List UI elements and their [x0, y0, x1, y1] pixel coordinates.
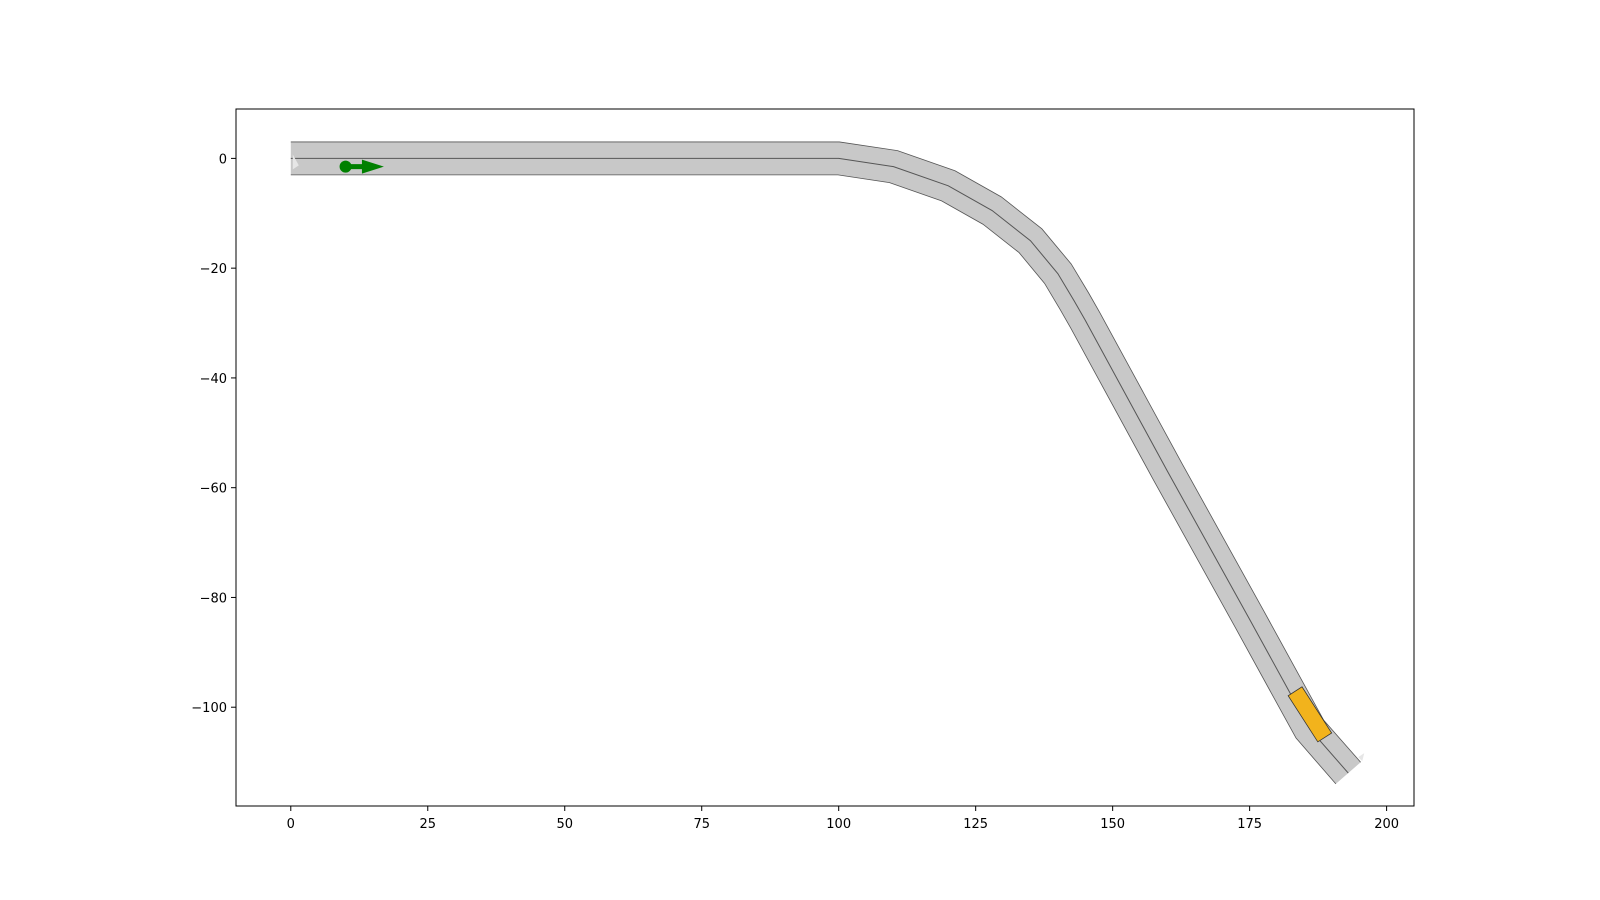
axes: 0 25 50 75 100 125 150 175 200 0 −20 −40 −60 −80 −100	[191, 152, 1399, 832]
vehicle-marker	[1287, 686, 1333, 743]
x-tick-label: 125	[963, 817, 988, 832]
axes-frame	[235, 108, 1415, 807]
x-tick-label: 50	[556, 817, 573, 832]
x-tick-label: 200	[1374, 817, 1399, 832]
lane-left-boundary	[290, 174, 1337, 785]
y-tick-label: −20	[200, 262, 227, 277]
lane-surface	[290, 141, 1361, 784]
y-tick-label: −40	[200, 372, 227, 387]
lane-centerline	[290, 157, 1349, 774]
y-tick-label: −100	[191, 701, 227, 716]
x-tick-label: 75	[693, 817, 710, 832]
plot-area	[290, 141, 1365, 785]
lane-end-arrow-icon	[1358, 753, 1365, 762]
y-tick-label: −80	[200, 591, 227, 606]
x-tick-label: 175	[1237, 817, 1262, 832]
x-tick-label: 25	[419, 817, 436, 832]
lane-right-boundary	[290, 141, 1361, 763]
start-direction-arrow-icon	[361, 159, 384, 174]
y-tick-label: −60	[200, 482, 227, 497]
x-tick-label: 0	[287, 817, 295, 832]
lane-start-arrow-icon	[292, 154, 299, 170]
x-tick-label: 100	[826, 817, 851, 832]
x-tick-label: 150	[1100, 817, 1125, 832]
y-tick-label: 0	[219, 152, 227, 167]
lane-group	[290, 141, 1365, 785]
